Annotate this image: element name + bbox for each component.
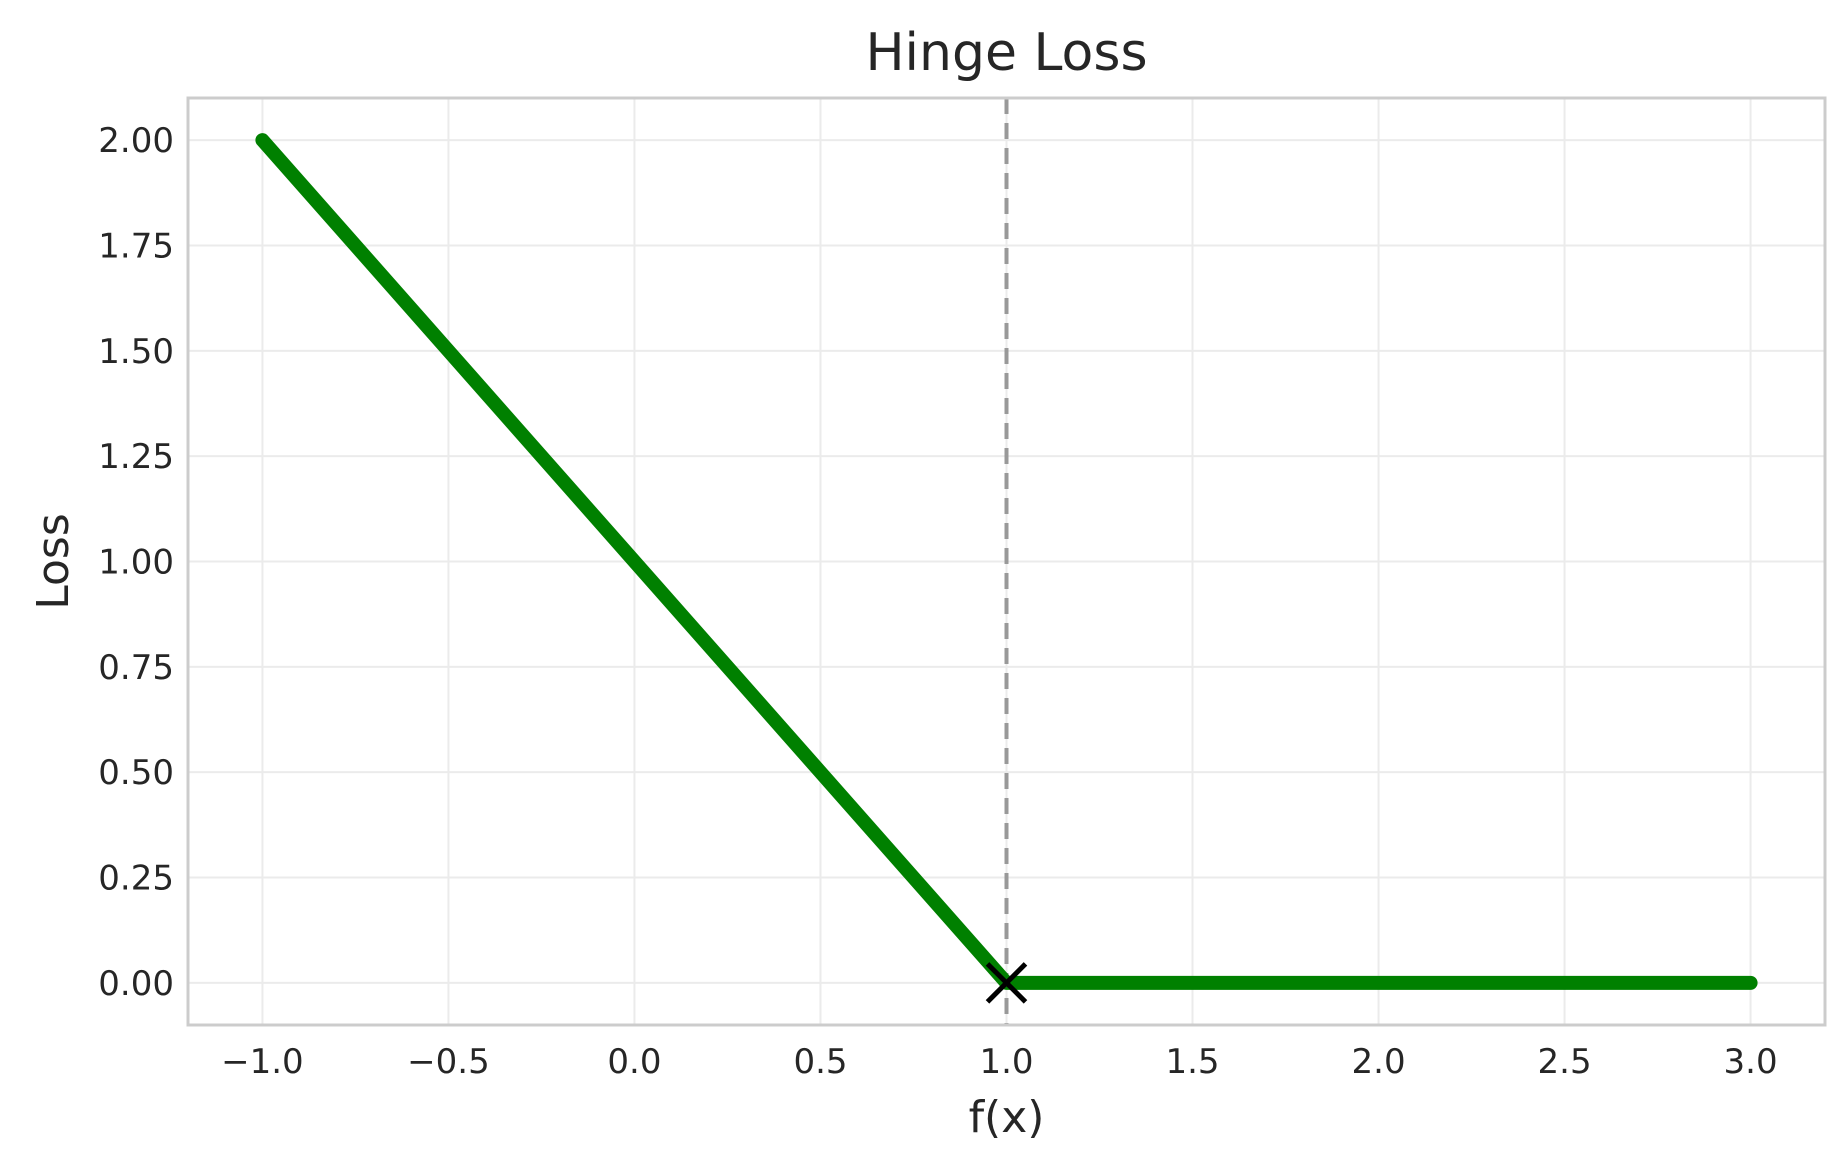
y-axis-label: Loss: [28, 513, 79, 610]
x-tick-label: 2.0: [1352, 1042, 1406, 1082]
x-tick-label: 1.5: [1165, 1042, 1219, 1082]
y-tick-label: 1.75: [98, 226, 174, 266]
plot-frame: [186, 96, 1827, 1027]
x-tick-label: −0.5: [407, 1042, 490, 1082]
x-tick-label: 2.5: [1538, 1042, 1592, 1082]
x-tick-label: 0.5: [793, 1042, 847, 1082]
plot-layer: [255, 98, 1758, 1025]
y-tick-label: 2.00: [98, 121, 174, 161]
x-marker: [985, 962, 1028, 1004]
x-marker-stroke: [985, 962, 1028, 1004]
x-tick-label: 3.0: [1724, 1042, 1778, 1082]
y-tick-label: 1.25: [98, 437, 174, 477]
x-tick-label: 0.0: [607, 1042, 661, 1082]
tick-layer: −1.0 −0.5 0.0 0.5 1.0 1.5 2.0 2.5 3.0 0.00 0.25 0.5…: [98, 121, 1777, 1082]
x-axis-label: f(x): [969, 1092, 1045, 1143]
y-tick-label: 0.75: [98, 648, 174, 688]
y-tick-label: 0.00: [98, 964, 174, 1004]
chart-title: Hinge Loss: [865, 23, 1147, 83]
y-tick-label: 0.25: [98, 859, 174, 899]
y-tick-label: 1.50: [98, 332, 174, 372]
y-tick-label: 1.00: [98, 543, 174, 583]
x-tick-label: −1.0: [221, 1042, 304, 1082]
y-tick-label: 0.50: [98, 753, 174, 793]
x-tick-label: 1.0: [979, 1042, 1033, 1082]
